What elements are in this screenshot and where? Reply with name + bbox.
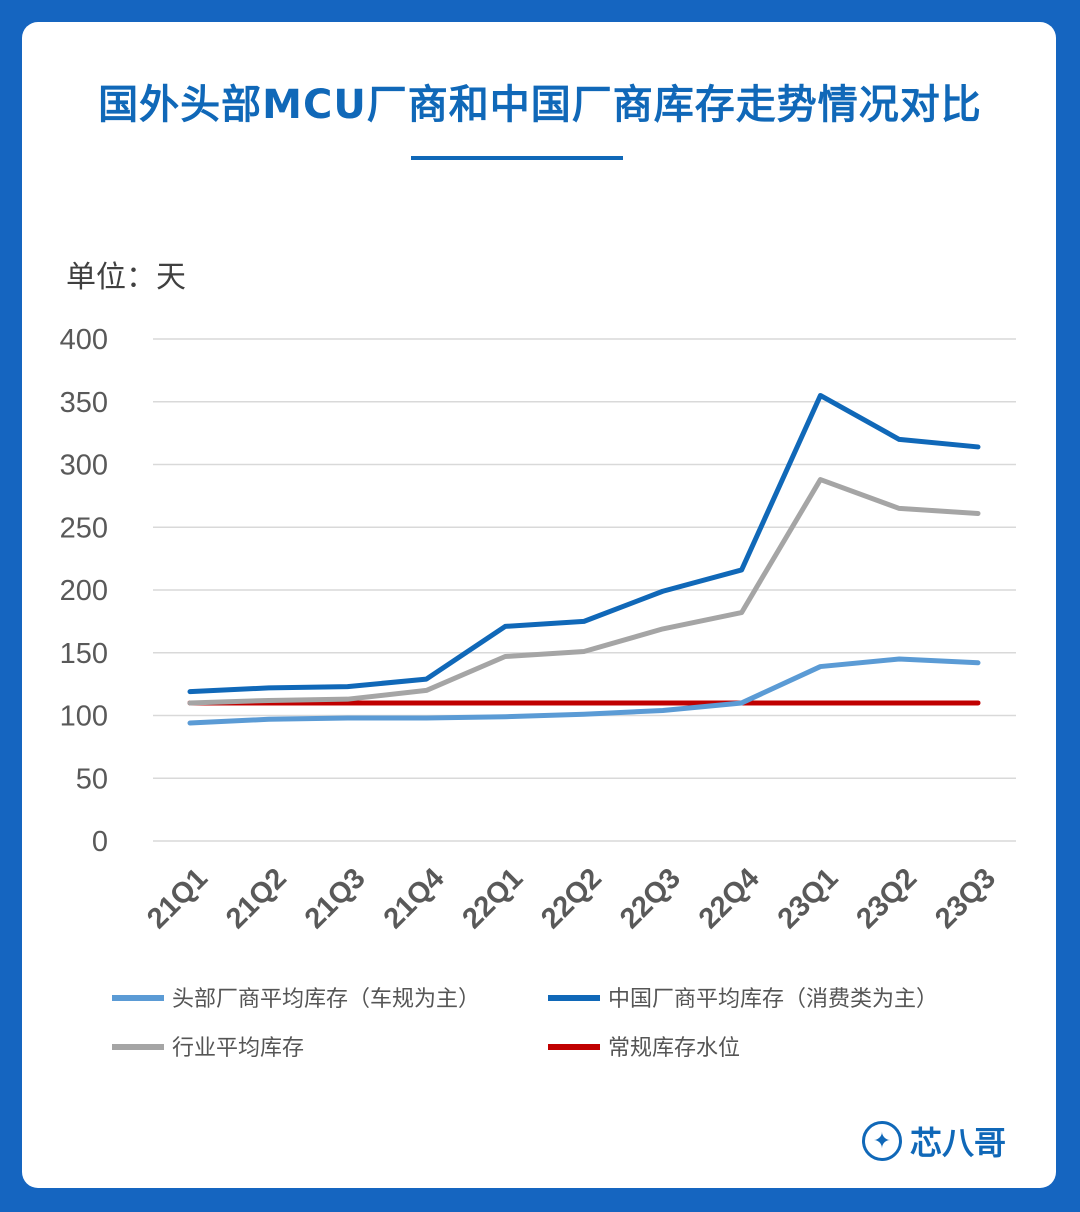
x-tick-label: 21Q3 — [299, 862, 372, 935]
y-axis-ticks: 0 50 100 150 200 250 300 350 400 — [60, 324, 108, 858]
y-tick-label: 400 — [60, 324, 108, 356]
x-tick-label: 22Q2 — [535, 862, 608, 935]
series-line-1 — [187, 392, 981, 695]
series-line-2 — [187, 477, 981, 706]
legend-label: 常规库存水位 — [608, 1036, 740, 1061]
kingfisher-logo-icon: ✦ — [862, 1121, 902, 1161]
y-tick-label: 300 — [60, 450, 108, 482]
x-tick-label: 21Q1 — [141, 862, 214, 935]
x-tick-label: 22Q1 — [456, 862, 529, 935]
x-tick-label: 21Q2 — [220, 862, 293, 935]
series-lines — [187, 392, 981, 726]
unit-label: 单位：天 — [66, 260, 186, 295]
chart-title: 国外头部MCU厂商和中国厂商库存走势情况对比 — [98, 82, 982, 128]
legend-label: 行业平均库存 — [172, 1036, 304, 1061]
y-tick-label: 350 — [60, 387, 108, 419]
title-underline — [411, 156, 623, 160]
y-tick-label: 100 — [60, 701, 108, 733]
x-tick-label: 22Q4 — [693, 862, 766, 935]
brand-name: 芯八哥 — [910, 1124, 1007, 1162]
x-tick-label: 22Q3 — [614, 862, 687, 935]
x-axis-ticks: 21Q1 21Q2 21Q3 21Q4 22Q1 22Q2 22Q3 22Q4 23Q1 23Q2… — [141, 862, 1002, 935]
brand-logo: ✦ 芯八哥 — [862, 1118, 1006, 1164]
x-tick-label: 23Q1 — [772, 862, 845, 935]
x-tick-label: 21Q4 — [378, 862, 451, 935]
legend-label: 头部厂商平均库存（车规为主） — [172, 987, 480, 1012]
y-tick-label: 150 — [60, 638, 108, 670]
grid-lines — [153, 338, 1016, 842]
x-tick-label: 23Q3 — [929, 862, 1002, 935]
y-tick-label: 250 — [60, 512, 108, 544]
legend: 头部厂商平均库存（车规为主） 中国厂商平均库存（消费类为主） 行业平均库存 常规库存水… — [112, 987, 938, 1061]
y-tick-label: 50 — [76, 763, 108, 795]
x-tick-label: 23Q2 — [850, 862, 923, 935]
y-tick-label: 200 — [60, 575, 108, 607]
chart-card — [22, 22, 1056, 1188]
legend-label: 中国厂商平均库存（消费类为主） — [608, 987, 938, 1012]
y-tick-label: 0 — [92, 826, 108, 858]
series-line-0 — [187, 656, 981, 726]
